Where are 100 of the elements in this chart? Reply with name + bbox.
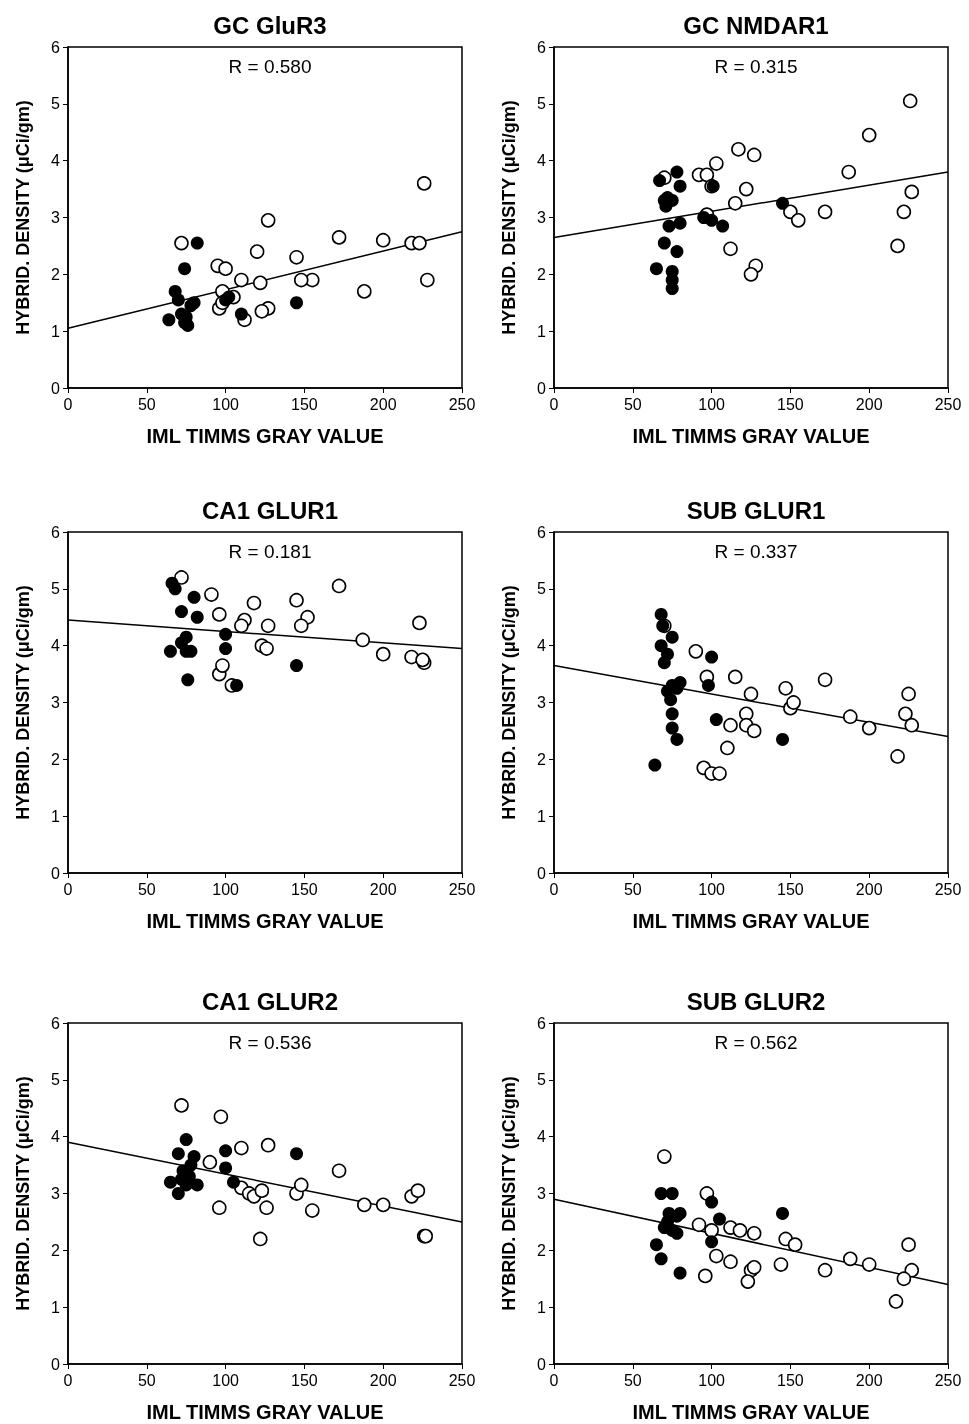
x-axis-title: IML TIMMS GRAY VALUE: [632, 910, 870, 932]
y-tick-label: 3: [537, 694, 547, 711]
chart-title: GC GluR3: [213, 11, 327, 39]
y-tick-label: 5: [51, 580, 61, 598]
x-tick-label: 50: [623, 880, 642, 898]
y-tick-label: 3: [537, 1185, 547, 1202]
y-tick-label: 2: [537, 265, 547, 283]
chart-title: CA1 GLUR1: [201, 496, 339, 524]
x-tick-label: 0: [63, 880, 73, 898]
y-tick-label: 6: [537, 38, 547, 56]
y-tick-label: 6: [537, 1014, 547, 1032]
y-tick-label: 4: [51, 637, 61, 655]
y-tick-label: 2: [537, 750, 547, 768]
y-tick-label: 6: [537, 523, 547, 541]
x-tick-label: 250: [448, 880, 476, 898]
chart-title: GC NMDAR1: [683, 11, 829, 39]
x-tick-label: 250: [448, 1371, 476, 1389]
y-tick-label: 6: [51, 38, 61, 56]
x-tick-label: 200: [369, 880, 397, 898]
y-tick-label: 2: [51, 1241, 61, 1259]
y-axis-title: HYBRID. DENSITY (μCi/gm): [499, 100, 519, 335]
y-tick-label: 4: [51, 152, 61, 170]
y-tick-label: 1: [537, 322, 547, 340]
y-tick-label: 3: [51, 1185, 61, 1202]
x-tick-label: 0: [549, 1371, 559, 1389]
x-tick-label: 150: [777, 880, 804, 898]
chart-title: SUB GLUR1: [686, 496, 826, 524]
y-tick-label: 5: [537, 580, 547, 598]
annotation: R = 0.536: [228, 1032, 312, 1053]
x-tick-label: 100: [212, 395, 240, 413]
y-tick-label: 0: [51, 864, 61, 882]
y-tick-label: 0: [537, 864, 547, 882]
y-tick-label: 1: [537, 807, 547, 825]
x-tick-label: 200: [369, 1371, 397, 1389]
x-tick-label: 200: [855, 395, 883, 413]
x-tick-label: 50: [623, 395, 642, 413]
x-tick-label: 50: [137, 1371, 156, 1389]
y-axis-title: HYBRID. DENSITY (μCi/gm): [13, 585, 33, 820]
x-tick-label: 150: [777, 395, 804, 413]
x-axis-title: IML TIMMS GRAY VALUE: [632, 1401, 870, 1423]
y-tick-label: 5: [537, 1071, 547, 1089]
x-tick-label: 200: [855, 1371, 883, 1389]
y-tick-label: 0: [51, 1355, 61, 1373]
chart-title: SUB GLUR2: [686, 987, 826, 1015]
annotation: R = 0.181: [228, 541, 312, 562]
annotation: R = 0.580: [228, 56, 312, 77]
y-tick-label: 1: [51, 807, 61, 825]
x-tick-label: 250: [934, 880, 962, 898]
x-tick-label: 0: [63, 1371, 73, 1389]
x-tick-label: 150: [291, 395, 318, 413]
annotation: R = 0.315: [714, 56, 798, 77]
x-tick-label: 0: [63, 395, 73, 413]
x-tick-label: 50: [623, 1371, 642, 1389]
y-tick-label: 3: [537, 209, 547, 226]
y-tick-label: 0: [537, 379, 547, 397]
y-tick-label: 3: [51, 694, 61, 711]
y-tick-label: 0: [537, 1355, 547, 1373]
annotation: R = 0.337: [714, 541, 798, 562]
y-tick-label: 4: [537, 152, 547, 170]
x-tick-label: 100: [212, 880, 240, 898]
y-tick-label: 3: [51, 209, 61, 226]
y-tick-label: 2: [51, 265, 61, 283]
y-tick-label: 4: [537, 1128, 547, 1146]
y-axis-title: HYBRID. DENSITY (μCi/gm): [13, 100, 33, 335]
x-tick-label: 150: [291, 1371, 318, 1389]
y-tick-label: 4: [51, 1128, 61, 1146]
x-tick-label: 100: [698, 1371, 726, 1389]
y-tick-label: 5: [51, 1071, 61, 1089]
y-tick-label: 1: [51, 322, 61, 340]
y-tick-label: 1: [51, 1298, 61, 1316]
y-axis-title: HYBRID. DENSITY (μCi/gm): [13, 1076, 33, 1311]
x-tick-label: 100: [212, 1371, 240, 1389]
y-tick-label: 2: [537, 1241, 547, 1259]
y-tick-label: 0: [51, 379, 61, 397]
x-tick-label: 200: [369, 395, 397, 413]
y-axis-title: HYBRID. DENSITY (μCi/gm): [499, 1076, 519, 1311]
x-tick-label: 250: [934, 1371, 962, 1389]
x-tick-label: 250: [448, 395, 476, 413]
y-tick-label: 2: [51, 750, 61, 768]
x-tick-label: 100: [698, 395, 726, 413]
x-axis-title: IML TIMMS GRAY VALUE: [146, 425, 384, 447]
y-tick-label: 5: [51, 95, 61, 113]
x-axis-title: IML TIMMS GRAY VALUE: [146, 910, 384, 932]
y-tick-label: 1: [537, 1298, 547, 1316]
y-tick-label: 6: [51, 523, 61, 541]
x-axis-title: IML TIMMS GRAY VALUE: [632, 425, 870, 447]
y-tick-label: 4: [537, 637, 547, 655]
x-tick-label: 50: [137, 395, 156, 413]
x-tick-label: 0: [549, 395, 559, 413]
chart-title: CA1 GLUR2: [201, 987, 339, 1015]
x-tick-label: 0: [549, 880, 559, 898]
x-tick-label: 150: [777, 1371, 804, 1389]
x-tick-label: 50: [137, 880, 156, 898]
annotation: R = 0.562: [714, 1032, 798, 1053]
y-tick-label: 6: [51, 1014, 61, 1032]
y-axis-title: HYBRID. DENSITY (μCi/gm): [499, 585, 519, 820]
x-tick-label: 250: [934, 395, 962, 413]
x-tick-label: 100: [698, 880, 726, 898]
x-tick-label: 200: [855, 880, 883, 898]
y-tick-label: 5: [537, 95, 547, 113]
